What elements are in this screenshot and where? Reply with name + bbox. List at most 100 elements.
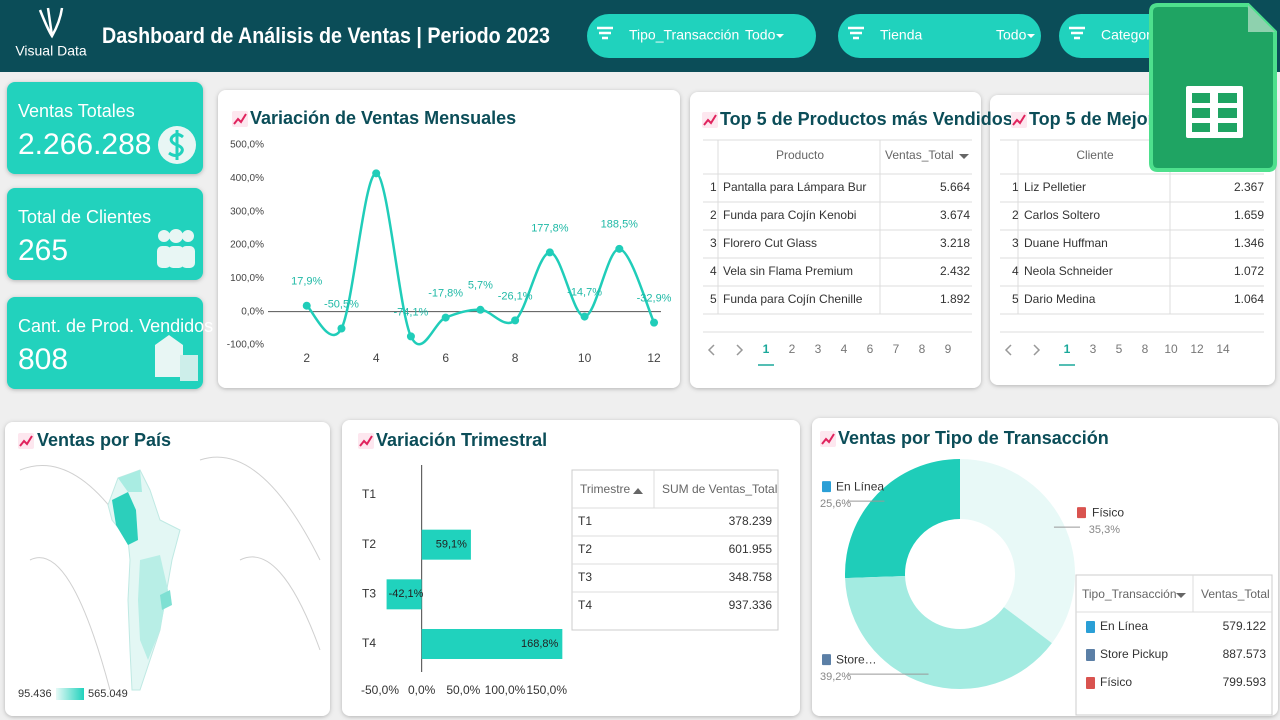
page-number[interactable]: 9 xyxy=(945,342,952,356)
x-tick-label: 50,0% xyxy=(446,683,480,697)
data-label: 17,9% xyxy=(291,276,322,288)
row-name: Florero Cut Glass xyxy=(723,236,817,250)
row-name: Dario Medina xyxy=(1024,292,1096,306)
table-box xyxy=(1075,574,1273,716)
data-label: -14,7% xyxy=(567,286,602,298)
kpi-label: Cant. de Prod. Vendidos xyxy=(18,316,213,336)
filter-value: Todo xyxy=(996,27,1027,43)
y-tick-label: T4 xyxy=(362,636,376,650)
slice-label: Físico xyxy=(1092,505,1124,519)
row-value: 3.674 xyxy=(940,208,970,222)
page-number[interactable]: 3 xyxy=(815,342,822,356)
filter-pill[interactable] xyxy=(587,14,816,58)
x-tick-label: 100,0% xyxy=(485,683,526,697)
page-number[interactable]: 2 xyxy=(789,342,796,356)
y-tick-label: 500,0% xyxy=(230,140,264,151)
row-number: 3 xyxy=(1012,236,1019,250)
y-tick-label: T3 xyxy=(362,587,376,601)
page-number[interactable]: 5 xyxy=(1116,342,1123,356)
column-header: Ventas_Total xyxy=(1201,587,1270,601)
map-country xyxy=(118,470,142,492)
row-number: 2 xyxy=(710,208,717,222)
row-name: Funda para Cojín Kenobi xyxy=(723,208,856,222)
page-arrow[interactable] xyxy=(1033,344,1041,356)
line-series xyxy=(305,172,656,346)
chart-title: Ventas por Tipo de Transacción xyxy=(838,428,1109,448)
data-label: 5,7% xyxy=(468,280,493,292)
y-tick-label: 100,0% xyxy=(230,273,264,284)
donut-slice xyxy=(845,459,960,579)
row-name: Físico xyxy=(1100,675,1132,689)
y-tick-label: 200,0% xyxy=(230,240,264,251)
page-arrow[interactable] xyxy=(707,344,715,356)
map-outline xyxy=(29,557,111,691)
row-name: T4 xyxy=(578,598,592,612)
sort-caret xyxy=(1176,593,1186,598)
row-icon xyxy=(1086,677,1095,689)
row-name: T3 xyxy=(578,570,592,584)
title-icon xyxy=(703,114,717,126)
row-name: Vela sin Flama Premium xyxy=(723,264,853,278)
logo-text: Visual Data xyxy=(15,43,87,59)
row-value: 348.758 xyxy=(729,570,773,584)
kpi-label: Ventas Totales xyxy=(18,101,135,121)
chart-title: Variación de Ventas Mensuales xyxy=(250,108,516,128)
row-name: En Línea xyxy=(1100,619,1148,633)
page-title: Dashboard de Análisis de Ventas | Period… xyxy=(102,23,550,48)
legend-icon xyxy=(822,654,831,666)
row-value: 1.659 xyxy=(1234,208,1264,222)
kpi-icon xyxy=(182,230,194,242)
row-icon xyxy=(1086,621,1095,633)
page-number[interactable]: 10 xyxy=(1164,342,1178,356)
page-number[interactable]: 7 xyxy=(893,342,900,356)
filter-icon xyxy=(597,26,613,40)
legend-icon xyxy=(822,481,831,493)
page-number[interactable]: 6 xyxy=(867,342,874,356)
legend-max: 565.049 xyxy=(88,688,128,700)
data-label: 188,5% xyxy=(601,219,639,231)
filter-pill[interactable] xyxy=(838,14,1041,58)
slice-value: 25,6% xyxy=(820,498,851,510)
title-icon xyxy=(1012,114,1026,126)
row-value: 2.432 xyxy=(940,264,970,278)
data-label: 168,8% xyxy=(521,638,559,650)
x-tick-label: 6 xyxy=(442,351,449,365)
y-tick-label: 0,0% xyxy=(241,306,264,317)
kpi-icon xyxy=(155,335,183,345)
row-name: Liz Pelletier xyxy=(1024,180,1086,194)
page-number[interactable]: 3 xyxy=(1090,342,1097,356)
title-icon xyxy=(19,435,33,447)
page-number[interactable]: 12 xyxy=(1190,342,1204,356)
title-icon xyxy=(358,433,374,449)
page-number[interactable]: 8 xyxy=(919,342,926,356)
x-tick-label: 8 xyxy=(512,351,519,365)
page-arrow[interactable] xyxy=(1004,344,1012,356)
page-arrow[interactable] xyxy=(736,344,744,356)
row-value: 887.573 xyxy=(1223,647,1267,661)
x-tick-label: 12 xyxy=(647,351,661,365)
title-icon xyxy=(702,112,718,128)
kpi-icon xyxy=(168,130,184,160)
title-icon xyxy=(821,433,835,445)
x-tick-label: 4 xyxy=(373,351,380,365)
page-number[interactable]: 14 xyxy=(1216,342,1230,356)
row-number: 3 xyxy=(710,236,717,250)
kpi-value: 265 xyxy=(18,234,68,267)
page-number[interactable]: 8 xyxy=(1142,342,1149,356)
row-name: Pantalla para Lámpara Bur xyxy=(723,180,866,194)
row-value: 3.218 xyxy=(940,236,970,250)
sheets-icon xyxy=(1149,3,1277,172)
x-tick-label: 150,0% xyxy=(526,683,567,697)
y-tick-label: 300,0% xyxy=(230,206,264,217)
page-number[interactable]: 1 xyxy=(1064,342,1071,356)
data-label: -32,9% xyxy=(637,293,672,305)
kpi-icon xyxy=(168,246,184,268)
line-point xyxy=(545,248,554,257)
page-number[interactable]: 1 xyxy=(763,342,770,356)
map-outline xyxy=(199,456,321,561)
chart-title: Variación Trimestral xyxy=(376,430,547,450)
filter-icon xyxy=(848,26,864,40)
page-number[interactable]: 4 xyxy=(841,342,848,356)
row-value: 937.336 xyxy=(729,598,773,612)
